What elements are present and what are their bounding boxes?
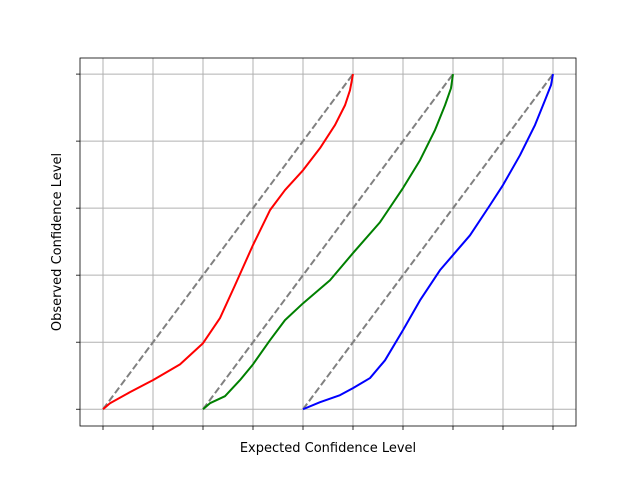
calibration-line xyxy=(102,73,354,410)
reference-line xyxy=(102,73,354,410)
calibration-line xyxy=(302,73,554,411)
reference-line xyxy=(202,73,454,410)
plot-frame xyxy=(79,57,577,427)
x-axis-label: Expected Confidence Level xyxy=(240,441,416,456)
calibration-line xyxy=(202,73,454,410)
y-axis-label: Observed Confidence Level xyxy=(50,153,65,331)
reference-line xyxy=(302,73,554,410)
